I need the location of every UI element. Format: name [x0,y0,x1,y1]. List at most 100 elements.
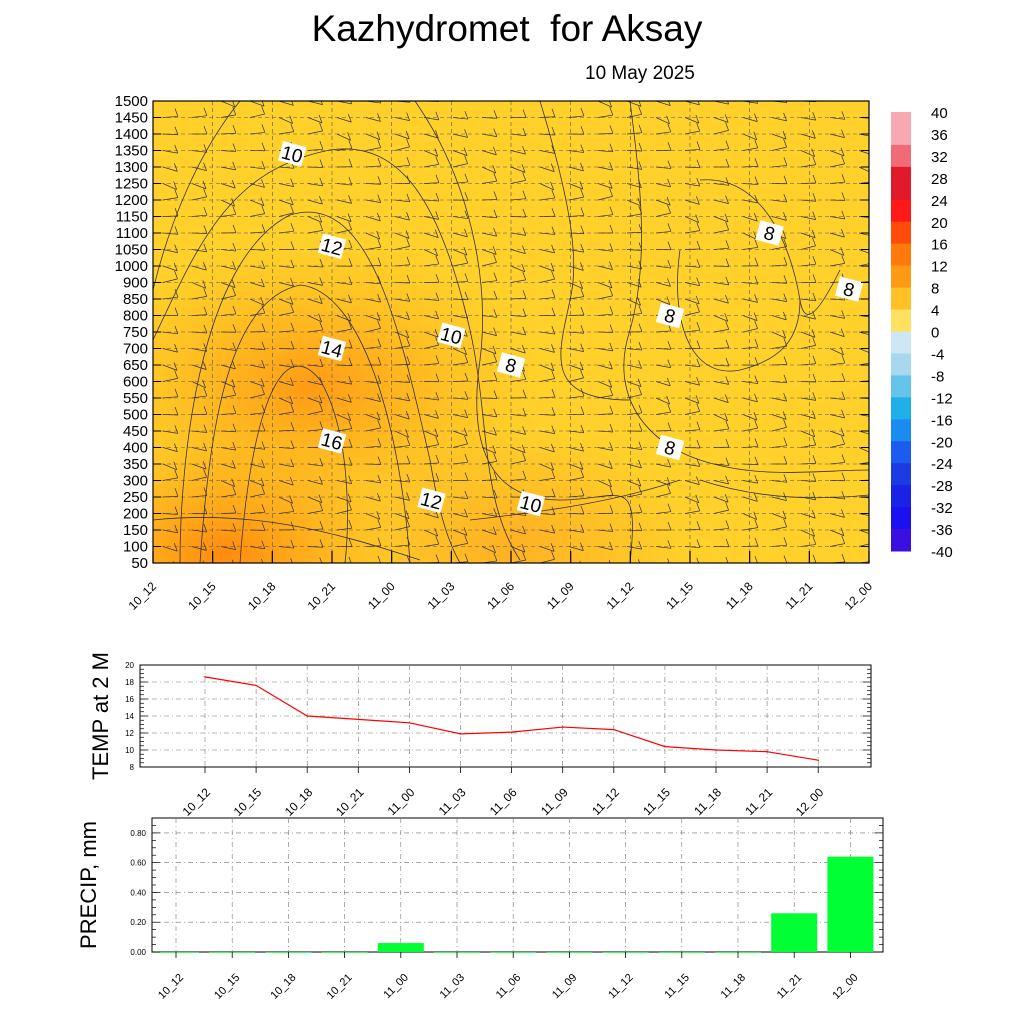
wind-barb [771,275,788,284]
colorbar-segment [891,298,911,311]
wind-barb [626,297,641,306]
wind-barb [684,539,701,548]
colorbar-segment [891,386,911,398]
colorbar-segment [891,507,911,519]
wind-barb [162,289,179,300]
wind-barb [481,408,498,418]
colorbar-segment [891,166,911,179]
wind-barb [481,353,497,366]
wind-barb [481,526,497,535]
wind-barb [191,542,207,551]
svg-text:8: 8 [662,305,678,328]
wind-barb [684,303,700,316]
wind-barb [249,378,265,387]
wind-barb [481,327,497,336]
temp-data-point [715,749,717,751]
wind-barb [481,173,498,184]
wind-barb [771,112,787,122]
wind-barb [307,313,322,323]
wind-barb [279,558,293,563]
wind-barb [250,422,266,432]
wind-barb [597,460,613,469]
colorbar-label: -20 [931,434,953,451]
wind-barb [800,455,817,465]
wind-barb [597,279,613,289]
wind-barb [684,421,701,432]
wind-barb [191,469,207,481]
wind-barb [597,361,613,370]
wind-barb [829,255,846,267]
wind-barb [829,436,845,448]
wind-barb [394,473,411,483]
wind-barb [597,206,614,217]
wind-barb [655,101,671,106]
wind-barb [800,373,817,383]
temp-data-point [510,731,513,733]
wind-barb [858,513,869,516]
wind-barb [713,494,729,503]
wind-barb [626,423,643,432]
precip-y-tick-label: 0.40 [130,888,146,897]
wind-barb [539,443,555,453]
wind-barb [655,458,671,468]
wind-barb [394,112,410,121]
wind-barb [684,159,701,169]
wind-barb [220,287,236,300]
wind-barb [829,409,845,419]
wind-barb [452,391,469,400]
wind-barb [539,407,556,416]
wind-barb [307,196,323,205]
wind-barb [481,390,498,399]
wind-barb [365,230,381,240]
wind-barb [452,129,468,138]
wind-barb [365,537,382,547]
wind-barb [539,461,555,471]
wind-barb [829,229,845,238]
wind-barb [482,101,488,102]
wind-barb [365,338,382,349]
wind-barb [307,358,324,367]
wind-barb [539,271,555,283]
wind-barb [395,555,411,563]
wind-barb [829,155,845,168]
wind-barb [742,375,759,384]
wind-barb [597,243,614,252]
wind-barb [626,459,642,469]
wind-barb [307,494,323,503]
wind-barb [569,560,581,563]
wind-barb [742,411,758,421]
wind-barb [336,213,352,222]
wind-barb [742,139,759,151]
temp-x-tick-label: 11_09 [538,785,571,818]
wind-barb [365,194,382,203]
wind-barb [626,101,642,107]
temp-data-point [817,759,819,761]
colorbar-segment [891,375,911,387]
wind-barb [336,294,352,304]
wind-barb [713,357,730,367]
wind-barb [452,147,468,156]
wind-barb [278,440,295,449]
wind-barb [162,370,178,382]
wind-barb [684,458,701,467]
colorbar-label: 32 [931,149,948,166]
wind-barb [336,501,352,514]
heatmap-y-tick-label: 450 [123,423,148,440]
wind-barb [626,161,643,170]
wind-barb [858,529,869,534]
wind-barb [655,404,672,415]
wind-barb [597,342,614,352]
wind-barb [829,310,846,319]
heatmap-y-tick-label: 1300 [115,159,148,176]
contour-label: 8 [496,352,526,378]
wind-barb [510,290,527,300]
temp-data-point [357,718,360,721]
wind-barb [597,143,614,153]
wind-barb [829,328,845,337]
heatmap-y-tick-label: 350 [123,456,148,473]
wind-barb [162,181,178,190]
precip-y-tick-label: 0.60 [130,859,146,868]
wind-barb [191,288,208,300]
wind-barb [510,444,526,453]
wind-barb [597,324,614,333]
